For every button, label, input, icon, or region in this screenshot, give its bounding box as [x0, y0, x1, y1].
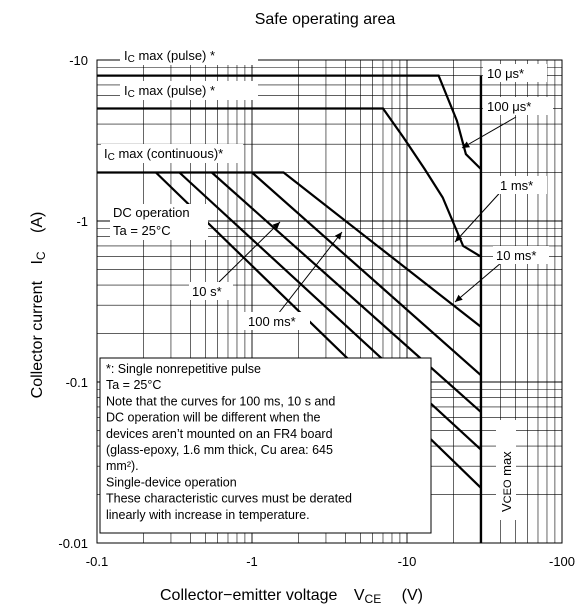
label-10ms-bg — [493, 246, 549, 264]
ic-pulse-1-pre: I — [124, 48, 128, 63]
ic-cont-post: max (continuous)* — [115, 146, 223, 161]
x-tick-label: -0.1 — [86, 554, 108, 569]
curves — [97, 74, 483, 543]
leader-10ms — [454, 256, 509, 303]
y-tick-labels: -0.01 -0.1 -1 -10 — [58, 53, 88, 551]
series-line-4 — [211, 171, 482, 413]
leader-100ms-head — [334, 232, 342, 240]
chart-title: Safe operating area — [255, 11, 396, 28]
series-line-2 — [97, 171, 482, 328]
y-axis-label: Collector current — [29, 280, 46, 398]
x-axis-title: Collector−emitter voltage VCE (V) — [160, 587, 423, 607]
y-axis-symbol-sub: C — [34, 251, 48, 260]
label-10us: 10 μs* — [487, 66, 524, 81]
leader-100us — [461, 116, 517, 149]
vceo-post: max — [499, 451, 514, 480]
leader-100ms — [277, 231, 343, 315]
label-10s-bg — [189, 282, 233, 300]
label-10us-bg — [483, 64, 547, 82]
note-line: Ta = 25°C — [106, 378, 161, 392]
label-100ms-bg — [244, 312, 310, 330]
dc-label-bg — [110, 204, 208, 240]
vceo-pre: V — [499, 503, 514, 512]
ic-pulse-1-sub: C — [128, 54, 135, 65]
label-10s: 10 s* — [192, 284, 222, 299]
note-lines: *: Single nonrepetitive pulse Ta = 25°C N… — [106, 362, 352, 522]
ic-pulse-2-pre: I — [124, 83, 128, 98]
leader-10s — [217, 221, 281, 284]
note-line: (glass-epoxy, 1.6 mm thick, Cu area: 645 — [106, 443, 333, 457]
vceo-label: VCEO max — [499, 451, 514, 512]
leader-lines — [217, 116, 517, 315]
y-axis-title: Collector current IC (A) — [29, 212, 49, 399]
vceo-label-bg — [496, 420, 516, 520]
label-100ms: 100 ms* — [248, 314, 296, 329]
leader-1ms — [454, 185, 507, 243]
ic-pulse-2-post: max (pulse) * — [135, 83, 215, 98]
x-tick-label: -1 — [246, 554, 258, 569]
x-tick-label: -100 — [549, 554, 575, 569]
ic-cont-sub: C — [108, 152, 115, 163]
y-tick-label: -0.01 — [58, 536, 88, 551]
series-line-3 — [251, 171, 482, 377]
y-tick-label: -1 — [76, 214, 88, 229]
label-10ms: 10 ms* — [496, 248, 536, 263]
note-box — [99, 357, 432, 534]
note-line: *: Single nonrepetitive pulse — [106, 362, 261, 376]
note-line: devices aren’t mounted on an FR4 board — [106, 427, 333, 441]
x-axis-label: Collector−emitter voltage — [160, 587, 338, 604]
note-line: Single-device operation — [106, 475, 237, 489]
leader-100us-head — [462, 141, 470, 148]
y-axis-unit: (A) — [29, 212, 46, 233]
note-line: Note that the curves for 100 ms, 10 s an… — [106, 394, 335, 408]
note-line: DC operation will be different when the — [106, 411, 321, 425]
label-1ms-bg — [497, 176, 547, 194]
series-line-0 — [97, 74, 482, 170]
dc-label-line1: DC operation — [113, 205, 190, 220]
leader-1ms-head — [455, 234, 463, 242]
plot-frame — [96, 59, 563, 544]
x-tick-labels: -0.1 -1 -10 -100 — [86, 554, 575, 569]
note-line: These characteristic curves must be dera… — [106, 492, 352, 506]
label-100us: 100 μs* — [487, 99, 531, 114]
ic-pulse-1-label-bg — [120, 46, 258, 65]
ic-cont-pre: I — [104, 146, 108, 161]
ic-cont-label: IC max (continuous)* — [104, 146, 223, 163]
leader-10ms-head — [455, 294, 463, 302]
vceo-sub: CEO — [502, 479, 514, 503]
ic-pulse-2-label-bg — [120, 81, 258, 100]
label-1ms: 1 ms* — [500, 178, 533, 193]
ic-cont-label-bg — [101, 144, 243, 163]
leader-10s-head — [272, 222, 280, 230]
note-line: linearly with increase in temperature. — [106, 508, 310, 522]
x-axis-symbol: V — [354, 587, 365, 604]
y-tick-label: -0.1 — [66, 375, 88, 390]
x-tick-label: -10 — [398, 554, 417, 569]
ic-pulse-1-post: max (pulse) * — [135, 48, 215, 63]
ic-pulse-2-label: IC max (pulse) * — [124, 83, 215, 100]
series-line-1 — [97, 107, 482, 258]
x-axis-symbol-sub: CE — [365, 592, 382, 606]
y-axis-symbol: I — [29, 260, 46, 264]
dc-label-line2: Ta = 25°C — [113, 223, 171, 238]
ic-pulse-1-label: IC max (pulse) * — [124, 48, 215, 65]
y-tick-label: -10 — [69, 53, 88, 68]
x-axis-unit: (V) — [402, 587, 423, 604]
ic-pulse-2-sub: C — [128, 89, 135, 100]
label-100us-bg — [483, 97, 553, 115]
note-line: mm²). — [106, 459, 139, 473]
